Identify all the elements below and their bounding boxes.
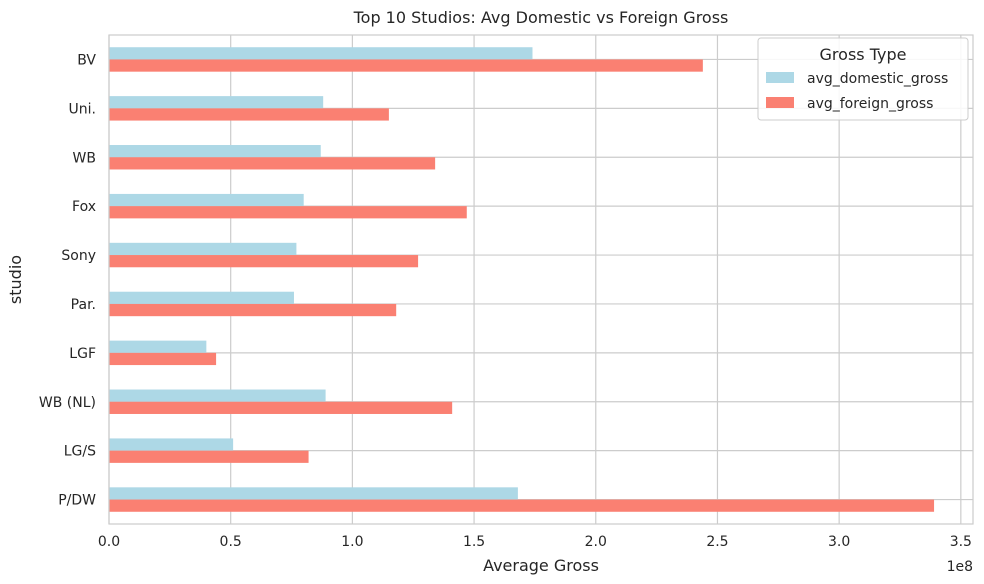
bar-avg-foreign-gross [109,401,453,414]
y-axis-label: studio [6,255,25,304]
y-tick-label: Sony [61,248,96,264]
x-tick-label: 1.0 [341,534,363,550]
bar-avg-foreign-gross [109,108,389,121]
x-tick-label: 0.0 [98,534,120,550]
bar-avg-domestic-gross [109,242,297,256]
y-tick-label: BV [77,52,96,68]
x-tick-label: 3.5 [950,534,972,550]
ticks-layer: 0.0 0.5 1.0 1.5 2.0 2.5 3.0 3.5 BV Uni. WB Fox Sony P… [39,52,972,550]
chart-title: Top 10 Studios: Avg Domestic vs Foreign … [353,8,729,27]
legend-swatch [766,97,794,108]
legend-title: Gross Type [820,45,907,64]
x-tick-label: 1.5 [463,534,485,550]
bar-avg-foreign-gross [109,255,419,268]
y-tick-label: Uni. [69,101,96,117]
bar-avg-foreign-gross [109,206,467,219]
bar-avg-domestic-gross [109,438,234,451]
y-tick-label: Par. [71,297,96,313]
bar-avg-domestic-gross [109,340,207,353]
bar-avg-foreign-gross [109,157,436,170]
x-axis-offset-label: 1e8 [947,559,973,575]
bars-layer [109,47,935,512]
bar-avg-domestic-gross [109,291,294,304]
legend-entry-label: avg_domestic_gross [807,71,948,87]
bar-avg-foreign-gross [109,59,703,72]
bar-avg-domestic-gross [109,47,533,60]
legend-box [757,37,969,121]
x-tick-label: 0.5 [220,534,242,550]
bar-avg-domestic-gross [109,193,304,207]
bar-avg-domestic-gross [109,487,518,500]
legend-entry-label: avg_foreign_gross [807,96,933,112]
x-tick-label: 3.0 [828,534,850,550]
bar-avg-domestic-gross [109,145,321,158]
y-tick-label: LGF [69,346,96,362]
legend: Gross Type avg_domestic_gross avg_foreign… [757,37,969,121]
bar-avg-foreign-gross [109,352,217,366]
bar-avg-domestic-gross [109,96,324,109]
bar-avg-foreign-gross [109,303,397,317]
plot-frame [108,34,974,525]
y-tick-label: P/DW [58,493,96,509]
bar-avg-foreign-gross [109,499,935,512]
y-tick-label: LG/S [64,444,96,460]
x-axis-label: Average Gross [483,556,599,575]
y-tick-label: WB (NL) [39,395,96,411]
bar-avg-foreign-gross [109,450,309,463]
y-tick-label: WB [73,150,96,166]
x-tick-label: 2.5 [706,534,728,550]
bar-avg-domestic-gross [109,389,326,402]
legend-swatch [766,72,794,83]
x-tick-label: 2.0 [585,534,607,550]
y-tick-label: Fox [72,199,96,215]
